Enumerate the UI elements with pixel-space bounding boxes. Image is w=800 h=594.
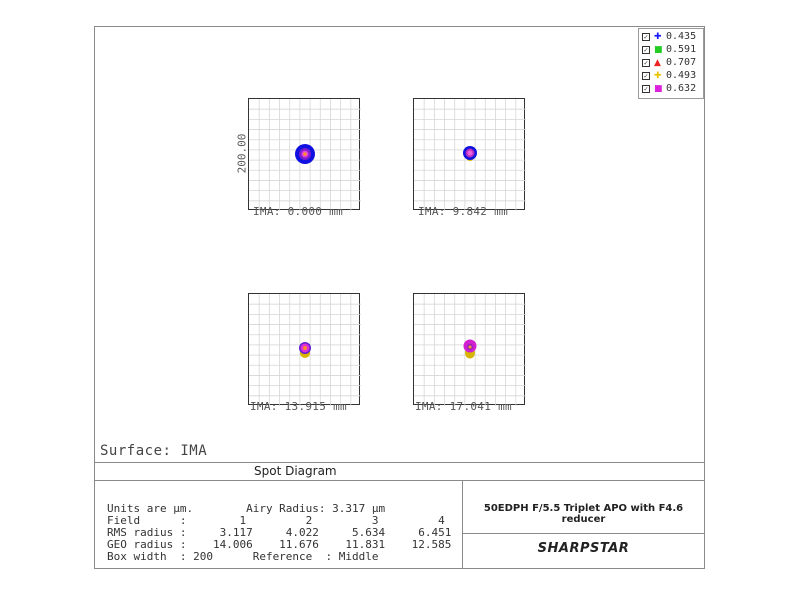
- legend-value: 0.435: [666, 31, 697, 42]
- spot-core: [303, 346, 307, 350]
- spot-statistics: Units are µm. Airy Radius: 3.317 µm Field…: [107, 503, 451, 563]
- info-line-field: Field : 1 2 3 4: [107, 514, 445, 527]
- spot-grid-1: [249, 99, 361, 211]
- spot-core: [468, 345, 472, 349]
- square-icon: ■: [654, 45, 663, 55]
- checkbox-icon[interactable]: ✓: [642, 46, 650, 54]
- brand-logo: SHARPSTAR: [537, 541, 630, 556]
- checkbox-icon[interactable]: ✓: [642, 72, 650, 80]
- diagram-title: Spot Diagram: [254, 464, 337, 478]
- info-line-units: Units are µm. Airy Radius: 3.317 µm: [107, 502, 386, 515]
- cross-icon: ✚: [654, 32, 662, 42]
- spot-label-3: IMA: 13.915 mm: [250, 400, 347, 413]
- spot-magenta: [467, 150, 473, 156]
- legend-value: 0.707: [666, 57, 697, 68]
- surface-label: Surface: IMA: [100, 443, 208, 459]
- spot-label-1: IMA: 0.000 mm: [253, 205, 343, 218]
- divider: [462, 533, 705, 534]
- spot-grid-2: [414, 99, 526, 211]
- spot-grid-3: [249, 294, 361, 406]
- legend-value: 0.632: [666, 83, 697, 94]
- triangle-icon: ▲: [654, 58, 661, 68]
- spot-box-field-2: [413, 98, 526, 211]
- spot-box-field-4: [413, 293, 526, 406]
- checkbox-icon[interactable]: ✓: [642, 59, 650, 67]
- info-line-rms: RMS radius : 3.117 4.022 5.634 6.451: [107, 526, 452, 539]
- spot-box-field-1: [248, 98, 361, 211]
- spot-box-field-3: [248, 293, 361, 406]
- wavelength-legend: ✓ ✚ 0.435 ✓ ■ 0.591 ✓ ▲ 0.707 ✓ ✚ 0.493 …: [638, 28, 704, 99]
- spot-label-4: IMA: 17.041 mm: [415, 400, 512, 413]
- spot-label-2: IMA: 9.842 mm: [418, 205, 508, 218]
- legend-value: 0.591: [666, 44, 697, 55]
- spot-grid-4: [414, 294, 526, 406]
- square-icon: ■: [654, 84, 663, 94]
- lens-title: 50EDPH F/5.5 Triplet APO with F4.6 reduc…: [483, 503, 684, 525]
- checkbox-icon[interactable]: ✓: [642, 85, 650, 93]
- info-line-box: Box width : 200 Reference : Middle: [107, 550, 379, 563]
- divider: [462, 481, 463, 569]
- title-bar: Spot Diagram: [95, 462, 704, 481]
- cross-icon: ✚: [654, 71, 662, 81]
- spot-core: [303, 152, 307, 156]
- checkbox-icon[interactable]: ✓: [642, 33, 650, 41]
- legend-value: 0.493: [666, 70, 697, 81]
- info-line-geo: GEO radius : 14.006 11.676 11.831 12.585: [107, 538, 452, 551]
- plot-frame: [94, 26, 705, 569]
